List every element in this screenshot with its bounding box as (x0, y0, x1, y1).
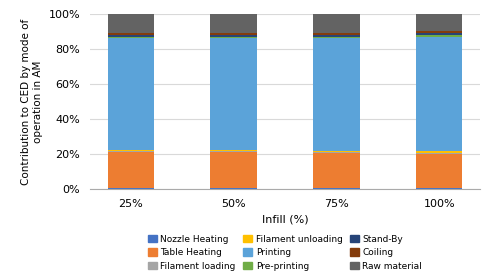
Bar (108, 33, 154, 35)
Y-axis label: Contribution to CED by mode of
operation in AM: Contribution to CED by mode of operation… (22, 18, 43, 185)
Bar (210, 37, 256, 38)
Bar (314, 37, 360, 38)
Bar (210, 188, 256, 189)
Bar (416, 153, 463, 154)
Bar (210, 35, 256, 37)
Bar (416, 35, 463, 37)
Bar (314, 150, 360, 152)
Bar (210, 152, 256, 188)
Legend: Nozzle Heating, Table Heating, Filament loading, Filament unloading, Printing, P: Nozzle Heating, Table Heating, Filament … (145, 232, 425, 274)
X-axis label: Infill (%): Infill (%) (262, 214, 308, 224)
Bar (108, 152, 154, 188)
Bar (416, 33, 463, 35)
Bar (108, 37, 154, 38)
Bar (314, 152, 360, 153)
Bar (416, 154, 463, 188)
Bar (416, 188, 463, 189)
Bar (108, 188, 154, 189)
Bar (210, 33, 256, 35)
Bar (108, 38, 154, 150)
Bar (210, 38, 256, 150)
Bar (314, 14, 360, 33)
Bar (210, 14, 256, 33)
Bar (416, 37, 463, 150)
Bar (314, 38, 360, 150)
Bar (314, 153, 360, 188)
Bar (108, 150, 154, 152)
Bar (314, 188, 360, 189)
Bar (416, 150, 463, 153)
Bar (108, 14, 154, 33)
Bar (314, 33, 360, 35)
Bar (416, 31, 463, 33)
Bar (108, 35, 154, 37)
Bar (210, 150, 256, 152)
Bar (314, 35, 360, 37)
Bar (416, 14, 463, 31)
